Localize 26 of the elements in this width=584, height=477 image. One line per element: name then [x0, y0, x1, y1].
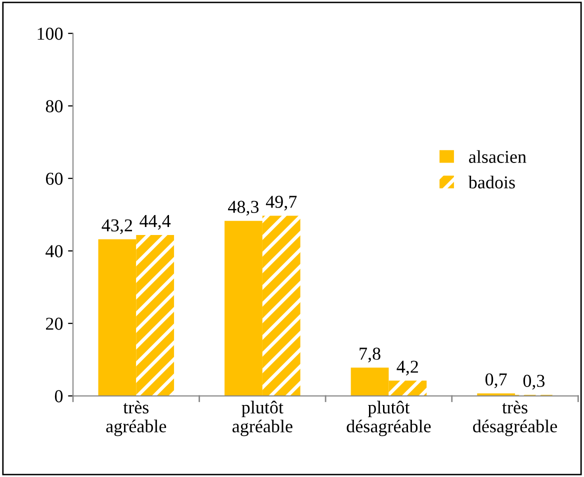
x-tick-label: plutôt agréable: [232, 400, 292, 436]
bar: [262, 216, 300, 396]
data-label: 4,2: [396, 360, 418, 376]
y-tick-label: 20: [46, 318, 63, 330]
x-tick-label: très désagréable: [473, 400, 557, 436]
data-label: 7,8: [360, 348, 380, 362]
bar: [98, 239, 136, 396]
bar: [350, 368, 389, 396]
y-tick-label: 40: [46, 245, 63, 258]
data-label: 49,7: [266, 196, 297, 210]
bar: [136, 234, 174, 396]
data-label: 0,7: [485, 373, 507, 388]
y-tick-label: 100: [38, 28, 63, 40]
y-tick-label: 60: [46, 172, 63, 185]
data-label: 44,4: [140, 215, 171, 230]
y-tick-label: 80: [46, 100, 63, 112]
bar: [224, 220, 262, 396]
data-label: 0,3: [523, 374, 545, 390]
legend-label: badois: [468, 176, 515, 188]
x-tick-label: plutôt désagréable: [346, 400, 431, 436]
legend-label: alsacien: [469, 150, 526, 163]
data-label: 48,3: [228, 200, 259, 216]
y-tick-label: 0: [54, 390, 63, 402]
x-tick-label: très agréable: [106, 400, 166, 436]
data-label: 43,2: [102, 219, 132, 234]
bar: [388, 380, 427, 396]
